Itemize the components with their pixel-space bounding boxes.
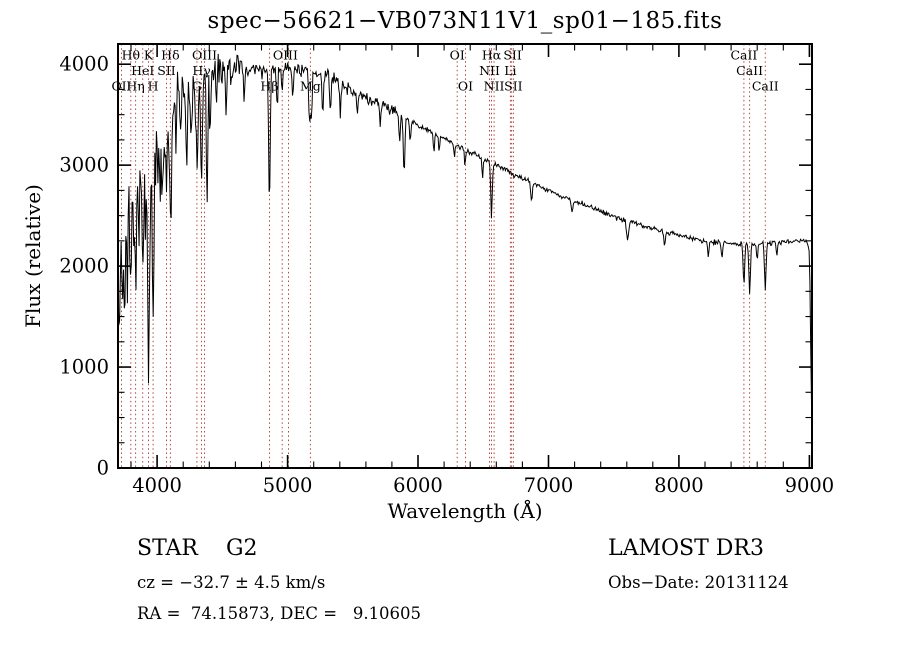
spectral-line-label: Hη (126, 79, 144, 94)
y-tick-label: 4000 (59, 53, 109, 76)
x-tick-label: 9000 (785, 474, 835, 497)
spectral-line-label: CaII (730, 48, 757, 63)
y-tick-label: 1000 (59, 356, 109, 379)
spectral-line-label: Mg (300, 79, 321, 94)
spectral-line-label: SII (157, 63, 176, 78)
x-tick-label: 6000 (393, 474, 443, 497)
spectral-line-label: G (192, 79, 202, 94)
spectral-line-label: OII (111, 79, 131, 94)
spectral-line-label: OI (450, 48, 465, 63)
spectrum-trace (117, 53, 812, 404)
spectral-line-label: K (144, 48, 154, 63)
spectral-line-label: Hδ (161, 48, 179, 63)
spectral-line-label: SII (504, 79, 523, 94)
y-tick-label: 0 (97, 457, 109, 480)
spectral-line-label: Hα (482, 48, 502, 63)
spectral-line-label: OIII (192, 48, 217, 63)
coordinates-text: RA = 74.15873, DEC = 9.10605 (137, 604, 422, 623)
y-axis-label: Flux (relative) (21, 184, 45, 328)
x-tick-label: 5000 (263, 474, 313, 497)
radial-velocity-text: cz = −32.7 ± 4.5 km/s (137, 573, 326, 592)
spectral-line-label: H (148, 79, 159, 94)
spectral-line-label: NII (484, 79, 505, 94)
spectral-line-label: CaII (736, 63, 763, 78)
obs-date-text: Obs−Date: 20131124 (608, 573, 789, 592)
spectral-line-label: Li (504, 63, 516, 78)
survey-release-text: LAMOST DR3 (608, 536, 764, 561)
spectral-line-label: Hθ (122, 48, 140, 63)
plot-title: spec−56621−VB073N11V1_sp01−185.fits (207, 8, 723, 34)
spectral-line-label: Hβ (260, 79, 278, 94)
spectral-line-label: HeI (131, 63, 154, 78)
spectral-line-label: CaII (752, 79, 779, 94)
y-tick-label: 3000 (59, 154, 109, 177)
spectral-line-label: OI (458, 79, 473, 94)
x-tick-label: 4000 (132, 474, 182, 497)
spectral-line-label: NII (479, 63, 500, 78)
spectral-line-label: OIII (273, 48, 298, 63)
plot-frame (117, 43, 813, 469)
x-tick-label: 7000 (524, 474, 574, 497)
spectral-line-label: Hγ (192, 63, 210, 78)
x-axis-label: Wavelength (Å) (387, 498, 542, 523)
x-tick-label: 8000 (654, 474, 704, 497)
spectral-line-label: SII (503, 48, 522, 63)
object-class-text: STAR G2 (137, 536, 258, 561)
y-tick-label: 2000 (59, 255, 109, 278)
